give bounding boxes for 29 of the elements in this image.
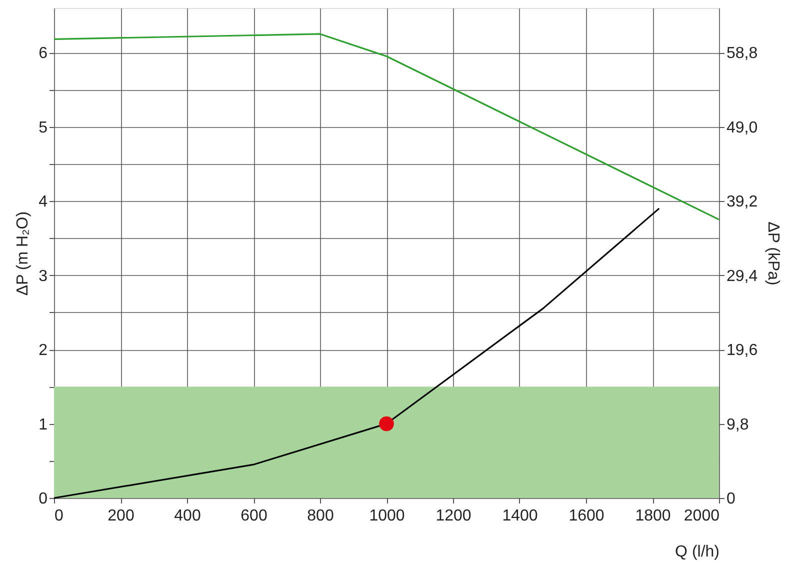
x-tick-label: 400	[174, 508, 201, 524]
y2-tick-label: 39,2	[726, 194, 758, 211]
y-tick-label: 0	[38, 490, 48, 508]
x-tick-label: 2000	[684, 508, 720, 524]
y-tick-label: 1	[38, 416, 48, 434]
y2-tick-label: 49,0	[726, 119, 758, 136]
y2-tick-label: 0	[726, 490, 736, 508]
y2-tick-label: 19,6	[726, 342, 758, 360]
x-tick-label: 1800	[635, 508, 671, 524]
y-tick-label: 4	[38, 194, 48, 211]
y-tick-label: 3	[38, 268, 48, 285]
x-tick-label: 200	[108, 508, 134, 524]
y2-axis-title: ΔP (kPa)	[764, 222, 782, 286]
x-tick-label: 1400	[502, 508, 538, 524]
x-tick-label: 600	[240, 508, 268, 524]
x-axis-title: Q (l/h)	[675, 544, 720, 560]
y2-tick-label: 29,4	[726, 268, 758, 285]
x-tick-label: 1000	[369, 508, 405, 524]
y-tick-label: 2	[38, 342, 48, 360]
line-series	[53, 208, 660, 499]
x-tick-label: 0	[54, 508, 64, 524]
x-tick-label: 800	[307, 508, 334, 524]
y-tick-label: 5	[38, 119, 48, 136]
y-tick-label: 6	[38, 45, 48, 62]
y-axis-title: ΔP (m H₂O)	[14, 211, 32, 296]
y2-tick-label: 58,8	[726, 45, 758, 62]
x-tick-label: 1600	[568, 508, 604, 524]
x-tick-label: 1200	[436, 508, 472, 524]
y2-tick-label: 9,8	[726, 416, 749, 434]
